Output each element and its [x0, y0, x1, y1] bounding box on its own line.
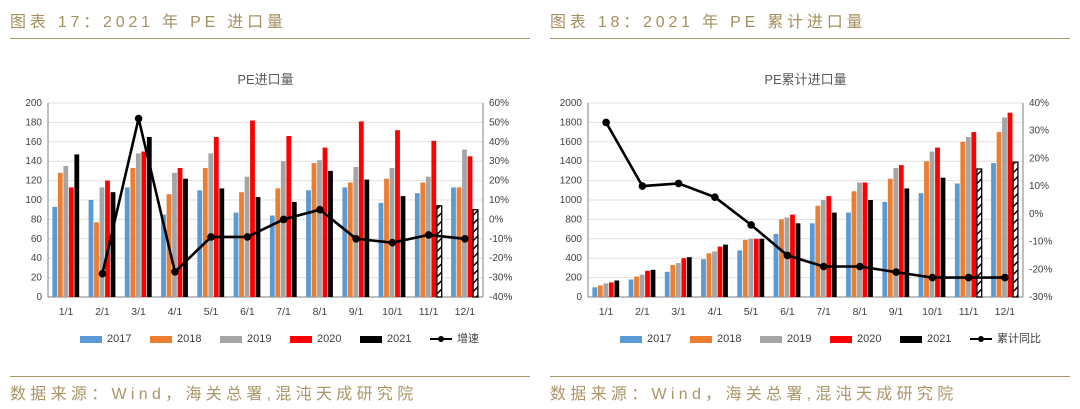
- svg-text:-30%: -30%: [1029, 292, 1052, 303]
- svg-text:30%: 30%: [1029, 126, 1049, 137]
- svg-text:60: 60: [31, 234, 43, 245]
- svg-text:10/1: 10/1: [382, 306, 403, 318]
- svg-text:6/1: 6/1: [240, 306, 255, 318]
- svg-text:30%: 30%: [489, 156, 509, 167]
- svg-text:PE进口量: PE进口量: [237, 72, 293, 87]
- svg-text:2021: 2021: [387, 333, 411, 345]
- svg-text:2021: 2021: [927, 333, 951, 345]
- svg-text:0%: 0%: [1029, 209, 1044, 220]
- svg-text:100: 100: [25, 195, 42, 206]
- svg-text:10%: 10%: [489, 195, 509, 206]
- svg-text:1/1: 1/1: [59, 306, 74, 318]
- svg-text:2019: 2019: [247, 333, 271, 345]
- svg-text:2018: 2018: [717, 333, 741, 345]
- svg-text:6/1: 6/1: [780, 306, 795, 318]
- svg-text:0%: 0%: [489, 214, 504, 225]
- svg-text:增速: 增速: [457, 331, 479, 345]
- svg-text:2/1: 2/1: [635, 306, 650, 318]
- svg-text:160: 160: [25, 137, 42, 148]
- svg-text:12/1: 12/1: [995, 306, 1016, 318]
- svg-text:120: 120: [25, 176, 42, 187]
- svg-text:3/1: 3/1: [131, 306, 146, 318]
- svg-text:12/1: 12/1: [455, 306, 476, 318]
- svg-text:20%: 20%: [1029, 153, 1049, 164]
- svg-text:-10%: -10%: [489, 234, 512, 245]
- svg-text:2020: 2020: [317, 333, 341, 345]
- svg-text:9/1: 9/1: [889, 306, 904, 318]
- svg-text:50%: 50%: [489, 117, 509, 128]
- svg-text:2020: 2020: [857, 333, 881, 345]
- svg-text:11/1: 11/1: [959, 306, 979, 318]
- svg-text:40%: 40%: [489, 137, 509, 148]
- svg-text:1400: 1400: [560, 156, 583, 167]
- svg-text:0: 0: [36, 292, 42, 303]
- svg-text:4/1: 4/1: [168, 306, 183, 318]
- svg-text:20%: 20%: [489, 176, 509, 187]
- svg-text:180: 180: [25, 117, 42, 128]
- svg-text:累计同比: 累计同比: [997, 332, 1041, 345]
- svg-text:200: 200: [565, 273, 582, 284]
- svg-text:PE累计进口量: PE累计进口量: [764, 72, 846, 87]
- svg-text:-40%: -40%: [489, 292, 512, 303]
- svg-text:20: 20: [31, 273, 43, 284]
- svg-text:8/1: 8/1: [853, 306, 868, 318]
- svg-text:-30%: -30%: [489, 273, 512, 284]
- svg-text:5/1: 5/1: [744, 306, 759, 318]
- svg-text:140: 140: [25, 156, 42, 167]
- svg-text:80: 80: [31, 214, 43, 225]
- svg-text:3/1: 3/1: [671, 306, 686, 318]
- svg-text:200: 200: [25, 98, 42, 109]
- svg-text:7/1: 7/1: [816, 306, 831, 318]
- svg-text:40%: 40%: [1029, 98, 1049, 109]
- svg-text:1600: 1600: [560, 137, 583, 148]
- svg-text:1800: 1800: [560, 117, 583, 128]
- svg-text:-20%: -20%: [1029, 264, 1052, 275]
- svg-text:2017: 2017: [107, 333, 131, 345]
- svg-text:0: 0: [576, 292, 582, 303]
- svg-text:-10%: -10%: [1029, 237, 1052, 248]
- svg-text:9/1: 9/1: [349, 306, 364, 318]
- svg-text:800: 800: [565, 214, 582, 225]
- svg-text:60%: 60%: [489, 98, 509, 109]
- svg-text:1/1: 1/1: [599, 306, 614, 318]
- svg-text:2/1: 2/1: [95, 306, 110, 318]
- svg-text:5/1: 5/1: [204, 306, 219, 318]
- svg-text:1200: 1200: [560, 176, 583, 187]
- svg-text:1000: 1000: [560, 195, 583, 206]
- svg-text:2019: 2019: [787, 333, 811, 345]
- svg-text:8/1: 8/1: [313, 306, 328, 318]
- svg-text:11/1: 11/1: [419, 306, 439, 318]
- svg-text:4/1: 4/1: [708, 306, 723, 318]
- svg-text:40: 40: [31, 253, 43, 264]
- svg-text:600: 600: [565, 234, 582, 245]
- svg-text:400: 400: [565, 253, 582, 264]
- svg-text:2000: 2000: [560, 98, 583, 109]
- svg-text:10/1: 10/1: [922, 306, 943, 318]
- svg-text:2017: 2017: [647, 333, 671, 345]
- svg-text:7/1: 7/1: [276, 306, 291, 318]
- svg-text:10%: 10%: [1029, 181, 1049, 192]
- svg-text:-20%: -20%: [489, 253, 512, 264]
- svg-text:2018: 2018: [177, 333, 201, 345]
